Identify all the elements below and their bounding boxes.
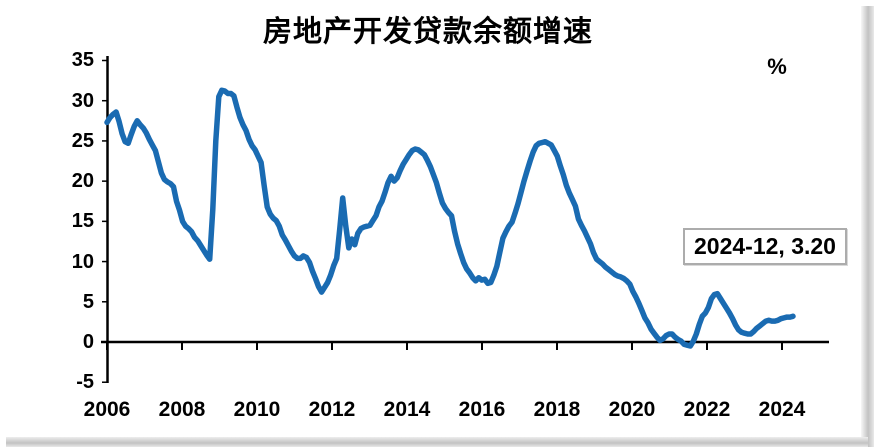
y-axis-label: 0 — [82, 331, 94, 353]
y-axis-label: -5 — [76, 371, 94, 394]
y-axis-label: 25 — [71, 129, 94, 152]
y-axis-label: 10 — [71, 250, 94, 273]
x-axis-label: 2016 — [458, 398, 506, 421]
y-axis-label: 35 — [71, 49, 94, 72]
y-axis-label: 5 — [82, 290, 94, 313]
x-axis-label: 2008 — [158, 398, 206, 421]
edge-shadow-right — [861, 6, 874, 447]
x-axis-label: 2024 — [758, 398, 806, 421]
y-axis-label: 30 — [71, 89, 94, 112]
y-axis-label: 15 — [71, 210, 94, 233]
x-axis-label: 2012 — [308, 398, 356, 421]
x-axis-label: 2020 — [608, 398, 656, 421]
x-axis-label: 2010 — [233, 398, 281, 421]
x-axis-label: 2018 — [533, 398, 581, 421]
y-axis-label: 20 — [71, 170, 94, 193]
axis-tick-marks — [102, 59, 783, 383]
chart-title: 房地产开发贷款余额增速 — [262, 16, 593, 48]
x-axis-label: 2014 — [383, 398, 431, 421]
x-axis-label: 2022 — [683, 398, 731, 421]
x-axis-label: 2006 — [83, 398, 131, 421]
edge-shadow-bottom — [6, 437, 868, 447]
last-point-annotation: 2024-12, 3.20 — [683, 228, 847, 265]
percent-unit-label: % — [767, 54, 787, 79]
loan-growth-line — [104, 87, 796, 349]
